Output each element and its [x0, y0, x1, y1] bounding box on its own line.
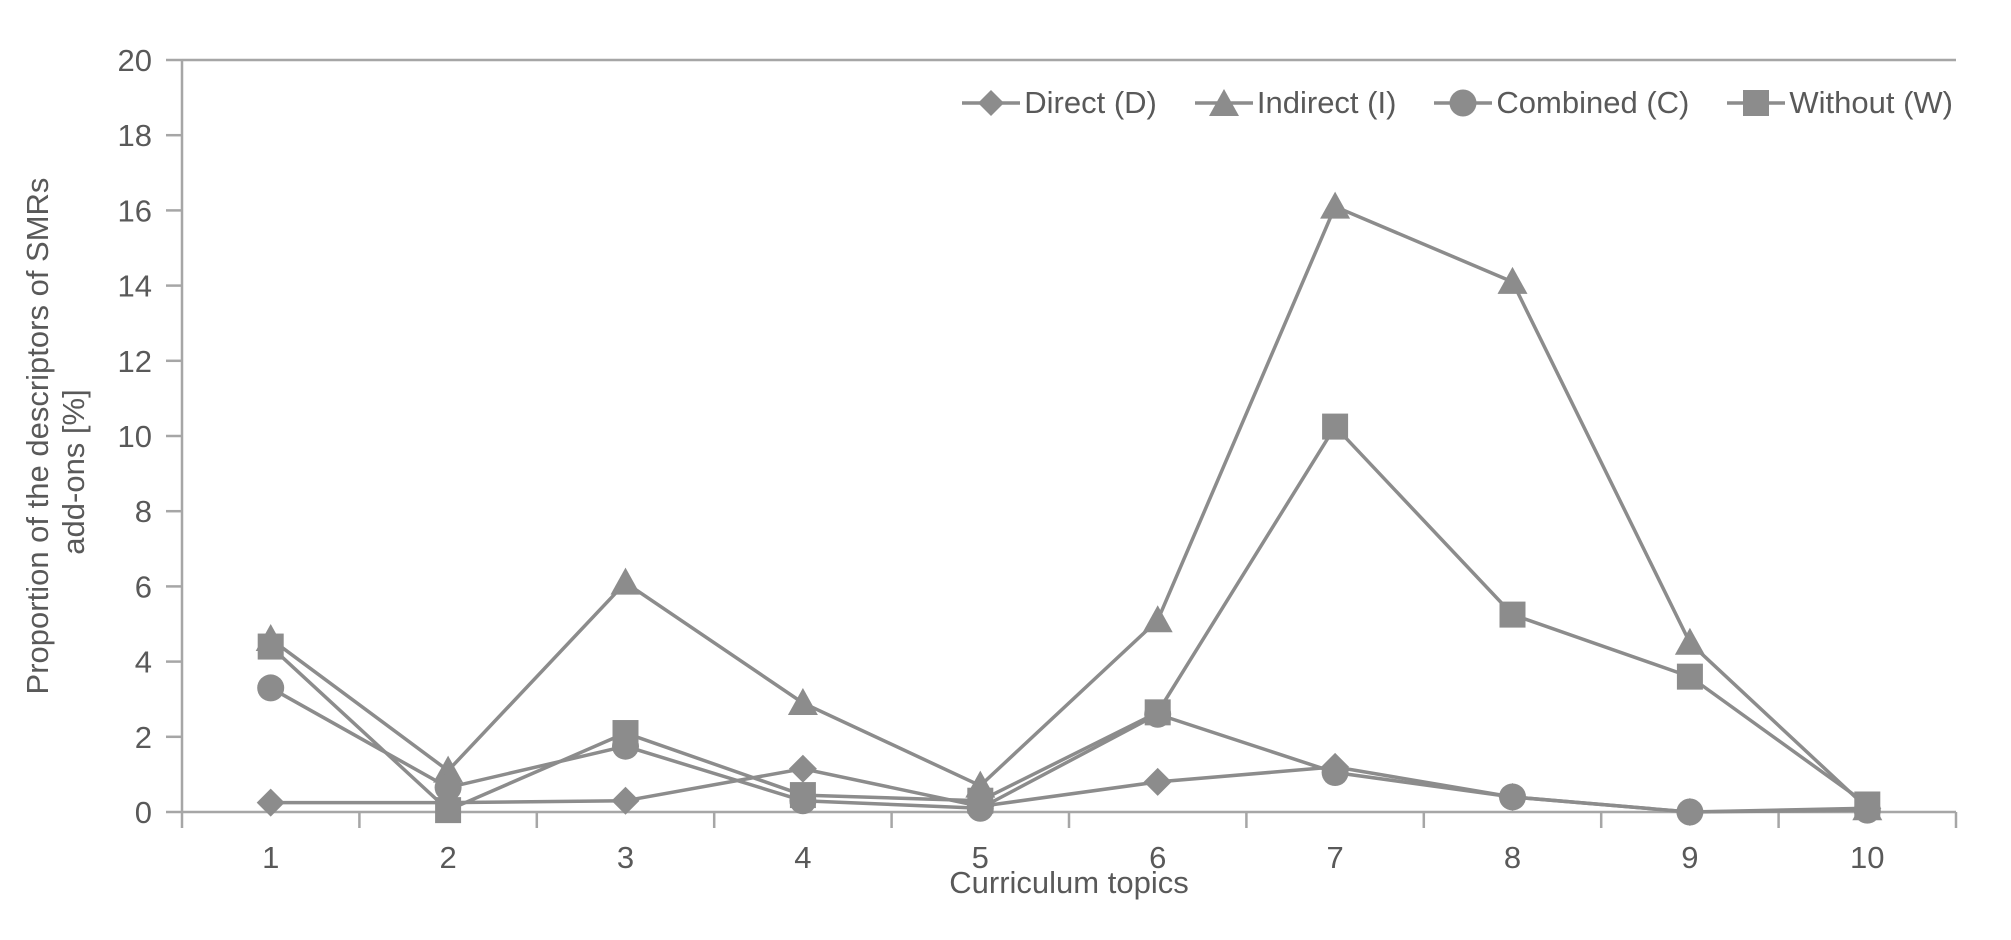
data-point-square-topic-8: [1499, 601, 1526, 628]
y-tick-label: 12: [118, 344, 152, 379]
data-point-square-topic-4: [789, 782, 816, 809]
data-point-square-topic-9: [1676, 663, 1703, 690]
x-tick-label: 6: [1149, 840, 1166, 875]
data-point-triangle-topic-4: [787, 687, 818, 715]
y-tick-label: 2: [135, 720, 152, 755]
x-tick-label: 3: [617, 840, 634, 875]
square-marker-icon: [1727, 90, 1786, 116]
legend-item-combined: Combined (C): [1434, 85, 1689, 121]
circle-marker-icon: [1434, 89, 1493, 117]
y-axis-title-line2: add-ons [%]: [56, 389, 91, 555]
x-tick-label: 7: [1326, 840, 1343, 875]
data-point-circle-topic-2: [434, 774, 462, 802]
data-point-circle-topic-9: [1676, 798, 1704, 826]
data-point-triangle-topic-3: [610, 567, 641, 595]
diamond-marker-icon: [962, 90, 1021, 116]
x-tick-label: 5: [972, 840, 989, 875]
data-point-square-topic-6: [1144, 699, 1171, 726]
data-point-triangle-topic-8: [1497, 266, 1528, 294]
legend-label-without: Without (W): [1789, 85, 1953, 120]
y-axis-title-line1: Proportion of the descriptors of SMRs: [20, 177, 55, 695]
data-point-square-topic-3: [612, 720, 639, 747]
data-point-square-topic-1: [257, 633, 284, 660]
legend-label-combined: Combined (C): [1496, 85, 1690, 120]
legend: Direct (D) Indirect (I) Combined (C) Wit…: [962, 85, 1953, 121]
series-line-combined-c: [269, 686, 1868, 814]
y-tick-label: 16: [118, 193, 152, 228]
series-line-indirect-i: [269, 204, 1869, 810]
x-tick-label: 2: [439, 840, 456, 875]
data-point-triangle-topic-7: [1320, 191, 1351, 219]
x-tick-label: 4: [794, 840, 811, 875]
data-point-triangle-topic-6: [1142, 605, 1173, 633]
legend-label-indirect: Indirect (I): [1256, 85, 1397, 120]
series-line-without-w: [269, 423, 1869, 813]
data-point-diamond-topic-3: [611, 786, 640, 815]
x-tick-label: 10: [1850, 840, 1884, 875]
y-tick-label: 14: [118, 269, 152, 304]
x-tick-label: 1: [262, 840, 279, 875]
x-tick-label: 9: [1681, 840, 1698, 875]
data-point-circle-topic-7: [1321, 759, 1349, 787]
y-tick-label: 0: [135, 795, 152, 830]
y-tick-label: 10: [118, 419, 152, 454]
data-point-circle-topic-8: [1499, 783, 1526, 811]
legend-item-indirect: Indirect (I): [1194, 85, 1397, 121]
data-point-square-topic-7: [1322, 413, 1349, 440]
data-point-diamond-topic-6: [1143, 767, 1172, 796]
data-point-diamond-topic-1: [256, 788, 285, 817]
data-point-square-topic-5: [967, 787, 994, 814]
data-point-circle-topic-1: [257, 674, 285, 702]
y-tick-label: 8: [135, 494, 152, 529]
y-tick-label: 20: [118, 43, 152, 78]
data-point-square-topic-2: [435, 797, 462, 824]
y-tick-label: 18: [118, 118, 152, 153]
x-axis-title: Curriculum topics: [949, 865, 1189, 900]
y-tick-label: 6: [135, 569, 152, 604]
y-tick-label: 4: [135, 645, 152, 680]
x-tick-label: 8: [1504, 840, 1521, 875]
triangle-marker-icon: [1194, 89, 1253, 116]
legend-label-direct: Direct (D): [1024, 85, 1157, 120]
legend-item-without: Without (W): [1727, 85, 1953, 121]
legend-item-direct: Direct (D): [962, 85, 1157, 121]
data-point-diamond-topic-4: [788, 754, 817, 783]
data-point-triangle-topic-2: [433, 755, 464, 783]
data-point-triangle-topic-9: [1674, 627, 1705, 655]
data-point-square-topic-10: [1854, 791, 1881, 818]
